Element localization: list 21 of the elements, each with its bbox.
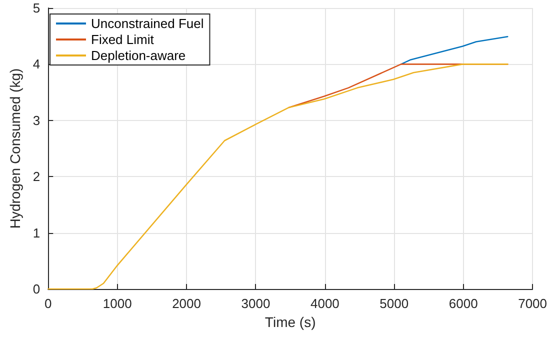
x-tick-label: 6000 [448,296,478,311]
y-tick-label: 2 [32,169,40,184]
line-series [47,64,508,290]
x-tick-label: 7000 [518,296,547,311]
legend-label: Depletion-aware [91,48,186,63]
x-tick-label: 1000 [102,296,132,311]
x-tick-label: 5000 [380,296,409,311]
line-series [400,36,508,65]
x-axis-title: Time (s) [264,314,316,330]
x-tick-label: 0 [44,296,52,311]
x-tick-label: 2000 [172,296,201,311]
y-tick-label: 5 [32,0,40,16]
x-tick-label: 3000 [241,296,270,311]
y-tick-label: 0 [32,282,40,296]
x-tick-label: 4000 [310,296,340,311]
legend-label: Fixed Limit [91,32,154,47]
legend-label: Unconstrained Fuel [91,16,204,31]
y-tick-label: 3 [32,112,40,128]
y-axis-title: Hydrogen Consumed (kg) [7,68,23,229]
y-tick-label: 1 [32,225,40,240]
y-tick-label: 4 [32,56,40,72]
